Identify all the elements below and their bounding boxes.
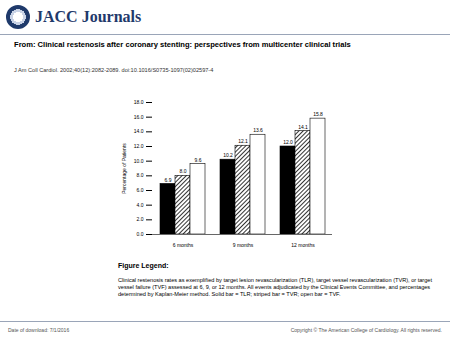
html-text:J Am Coll Cardiol. 2002;40(12): J Am Coll Cardiol. 2002;40(12):2082-2089… (14, 67, 214, 73)
svg-text:12.1: 12.1 (238, 138, 248, 144)
html-text:JACC Journals: JACC Journals (35, 8, 142, 25)
svg-text:6 months: 6 months (173, 242, 194, 248)
svg-text:12 months: 12 months (291, 242, 315, 248)
svg-text:4.0: 4.0 (137, 202, 144, 208)
html-text:Copyright © The American Colle: Copyright © The American College of Card… (290, 327, 442, 333)
svg-text:0.0: 0.0 (137, 231, 144, 237)
svg-text:12.0: 12.0 (283, 139, 293, 145)
svg-text:14.1: 14.1 (298, 124, 308, 130)
svg-text:6.0: 6.0 (137, 187, 144, 193)
svg-text:14.0: 14.0 (134, 128, 144, 134)
svg-text:10.0: 10.0 (134, 158, 144, 164)
svg-text:9.6: 9.6 (195, 157, 202, 163)
svg-text:10.2: 10.2 (223, 152, 233, 158)
html-text:Date of download: 7/1/2016: Date of download: 7/1/2016 (8, 327, 70, 333)
svg-text:Percentage of Patients: Percentage of Patients (121, 143, 127, 194)
html-text:Clinical restenosis rates as e: Clinical restenosis rates as exemplified… (118, 277, 432, 297)
svg-text:13.6: 13.6 (253, 127, 263, 133)
svg-text:2.0: 2.0 (137, 216, 144, 222)
svg-text:16.0: 16.0 (134, 114, 144, 120)
html-text:From: Clinical restenosis afte: From: Clinical restenosis after coronary… (14, 40, 351, 49)
svg-text:8.0: 8.0 (180, 168, 187, 174)
svg-text:8.0: 8.0 (137, 172, 144, 178)
svg-text:18.0: 18.0 (134, 99, 144, 105)
svg-text:6.9: 6.9 (165, 177, 172, 183)
svg-text:9 months: 9 months (233, 242, 254, 248)
html-text:Figure Legend:: Figure Legend: (118, 262, 169, 269)
svg-text:15.8: 15.8 (313, 111, 323, 117)
svg-text:12.0: 12.0 (134, 143, 144, 149)
